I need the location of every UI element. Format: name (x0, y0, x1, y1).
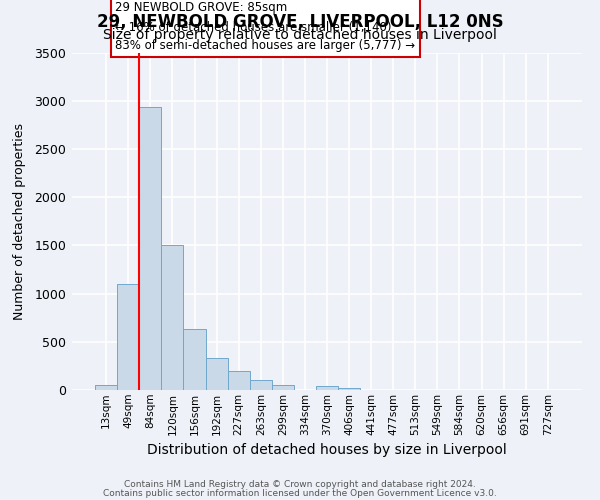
Text: 29, NEWBOLD GROVE, LIVERPOOL, L12 0NS: 29, NEWBOLD GROVE, LIVERPOOL, L12 0NS (97, 12, 503, 30)
Bar (316, 386, 338, 390)
Bar (139, 108, 161, 390)
Bar (95, 385, 117, 390)
Bar (272, 385, 294, 390)
Bar (184, 329, 206, 390)
Text: Contains public sector information licensed under the Open Government Licence v3: Contains public sector information licen… (103, 490, 497, 498)
Text: Size of property relative to detached houses in Liverpool: Size of property relative to detached ho… (103, 28, 497, 42)
Y-axis label: Number of detached properties: Number of detached properties (13, 122, 26, 320)
Bar (227, 370, 250, 390)
Text: 29 NEWBOLD GROVE: 85sqm
← 16% of detached houses are smaller (1,140)
83% of semi: 29 NEWBOLD GROVE: 85sqm ← 16% of detache… (115, 2, 415, 52)
Bar (117, 284, 139, 390)
Bar (206, 358, 227, 390)
Text: Contains HM Land Registry data © Crown copyright and database right 2024.: Contains HM Land Registry data © Crown c… (124, 480, 476, 489)
X-axis label: Distribution of detached houses by size in Liverpool: Distribution of detached houses by size … (147, 443, 507, 457)
Bar (161, 246, 184, 390)
Bar (250, 380, 272, 390)
Bar (338, 388, 360, 390)
